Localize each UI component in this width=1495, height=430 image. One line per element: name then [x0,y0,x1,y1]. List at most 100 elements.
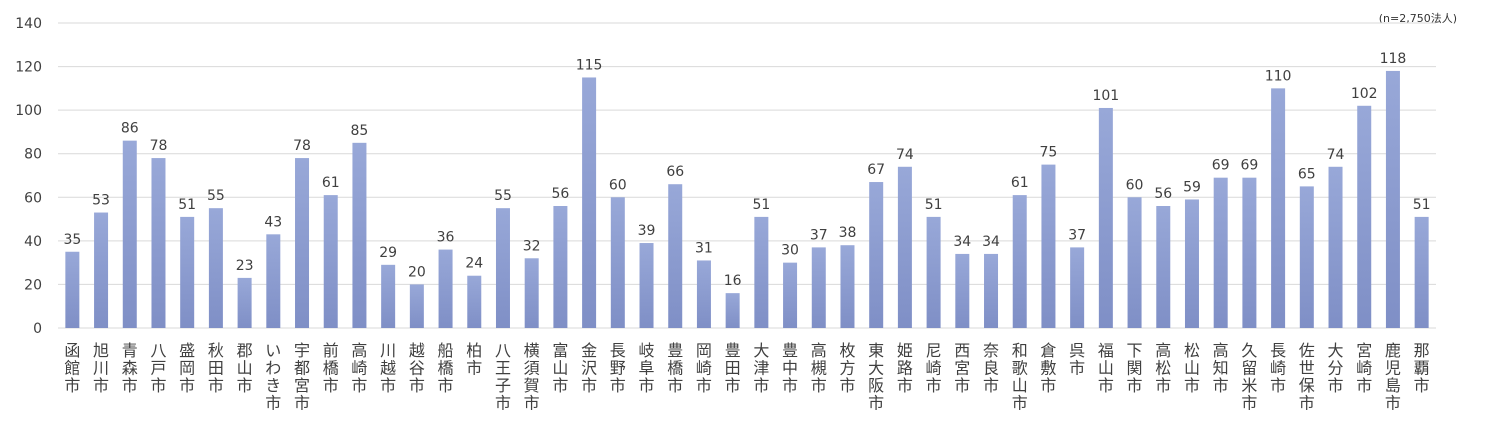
x-tick-label-和歌山市: 和歌山市 [1012,341,1028,413]
bar-久留米市 [1242,177,1257,328]
bar-豊田市 [725,293,740,328]
x-tick-label-久留米市: 久留米市 [1241,341,1257,413]
x-tick-label-東大阪市: 東大阪市 [868,341,884,413]
bar-青森市 [122,140,137,328]
x-tick-label-大津市: 大津市 [753,341,769,395]
x-tick-label-豊田市: 豊田市 [725,341,741,395]
data-label-下関市: 60 [1126,177,1144,193]
x-tick-label-西宮市: 西宮市 [954,341,970,395]
bar-宇都宮市 [295,158,310,328]
bar-船橋市 [438,249,453,328]
bar-鹿児島市 [1385,70,1400,328]
data-label-大津市: 51 [752,197,770,213]
bar-大分市 [1328,166,1343,328]
data-label-尼崎市: 51 [925,197,943,213]
x-tick-label-倉敷市: 倉敷市 [1040,341,1056,395]
bar-倉敷市 [1041,164,1056,328]
x-tick-label-奈良市: 奈良市 [983,341,999,395]
x-tick-label-八王子市: 八王子市 [495,341,511,413]
data-labels: 35 53 86 78 51 55 23 43 78 61 85 29 20 36 24 55 32 56 115 6… [63,51,1430,289]
data-label-高槻市: 37 [810,227,828,243]
bar-下関市 [1127,197,1142,328]
bar-大津市 [754,216,769,328]
data-label-高崎市: 85 [351,123,369,139]
x-tick-label-岐阜市: 岐阜市 [639,341,655,395]
x-tick-label-旭川市: 旭川市 [93,341,109,395]
data-label-富山市: 56 [551,186,569,202]
x-axis: 函館市旭川市青森市八戸市盛岡市秋田市郡山市いわき市宇都宮市前橋市高崎市川越市越谷… [64,341,1429,413]
bar-富山市 [553,206,568,328]
data-label-高知市: 69 [1212,158,1230,174]
bar-佐世保市 [1299,186,1314,328]
data-label-奈良市: 34 [982,234,1000,250]
x-tick-label-高知市: 高知市 [1213,341,1229,395]
data-label-枚方市: 38 [839,225,857,241]
x-tick-label-長崎市: 長崎市 [1270,341,1286,395]
x-tick-label-越谷市: 越谷市 [409,341,425,395]
bar-高知市 [1213,177,1228,328]
data-label-岡崎市: 31 [695,240,713,256]
data-label-郡山市: 23 [236,258,254,274]
data-label-高松市: 56 [1154,186,1172,202]
data-label-いわき市: 43 [264,214,282,230]
x-tick-label-高槻市: 高槻市 [811,341,827,395]
data-label-横須賀市: 32 [523,238,541,254]
x-tick-label-下関市: 下関市 [1127,341,1143,395]
x-tick-label-金沢市: 金沢市 [581,341,597,395]
data-label-久留米市: 69 [1240,158,1258,174]
x-tick-label-郡山市: 郡山市 [237,341,253,395]
x-tick-label-長野市: 長野市 [610,341,626,395]
bar-旭川市 [94,212,109,328]
data-label-西宮市: 34 [953,234,971,250]
bar-西宮市 [955,253,970,328]
data-label-長崎市: 110 [1265,68,1292,84]
data-label-長野市: 60 [609,177,627,193]
x-tick-label-横須賀市: 横須賀市 [524,341,540,413]
bar-八王子市 [495,208,510,328]
bar-枚方市 [840,245,855,328]
y-tick-label: 0 [33,321,42,337]
x-tick-label-高崎市: 高崎市 [351,341,367,395]
bar-尼崎市 [926,216,941,328]
bar-高崎市 [352,142,367,328]
data-label-姫路市: 74 [896,147,914,163]
data-label-盛岡市: 51 [178,197,196,213]
y-tick-label: 100 [15,103,42,119]
data-label-八戸市: 78 [150,138,168,154]
bar-横須賀市 [524,258,539,328]
x-tick-label-大分市: 大分市 [1328,341,1344,395]
data-label-八王子市: 55 [494,188,512,204]
bar-川越市 [381,264,396,328]
data-label-岐阜市: 39 [638,223,656,239]
x-tick-label-呉市: 呉市 [1069,341,1085,378]
bar-長崎市 [1271,88,1286,328]
data-label-佐世保市: 65 [1298,166,1316,182]
data-label-旭川市: 53 [92,193,110,209]
bar-函館市 [65,251,80,328]
gridlines [58,22,1436,329]
x-tick-label-那覇市: 那覇市 [1414,341,1430,395]
data-label-川越市: 29 [379,245,397,261]
bar-那覇市 [1414,216,1429,328]
y-tick-label: 40 [24,234,42,250]
x-tick-label-姫路市: 姫路市 [897,341,913,395]
y-tick-label: 20 [24,277,42,293]
bar-姫路市 [897,166,912,328]
data-label-松山市: 59 [1183,179,1201,195]
data-label-大分市: 74 [1327,147,1345,163]
data-label-船橋市: 36 [437,230,455,246]
x-tick-label-秋田市: 秋田市 [208,341,224,395]
bars [65,70,1429,329]
data-label-柏市: 24 [465,256,483,272]
x-tick-label-富山市: 富山市 [552,341,568,395]
data-label-福山市: 101 [1092,88,1119,104]
y-tick-label: 80 [24,147,42,163]
x-tick-label-枚方市: 枚方市 [839,341,855,395]
bar-金沢市 [582,77,597,328]
bar-奈良市 [984,253,999,328]
x-tick-label-宮崎市: 宮崎市 [1356,341,1372,395]
x-tick-label-船橋市: 船橋市 [438,341,454,395]
bar-東大阪市 [869,182,884,328]
bar-盛岡市 [180,216,195,328]
